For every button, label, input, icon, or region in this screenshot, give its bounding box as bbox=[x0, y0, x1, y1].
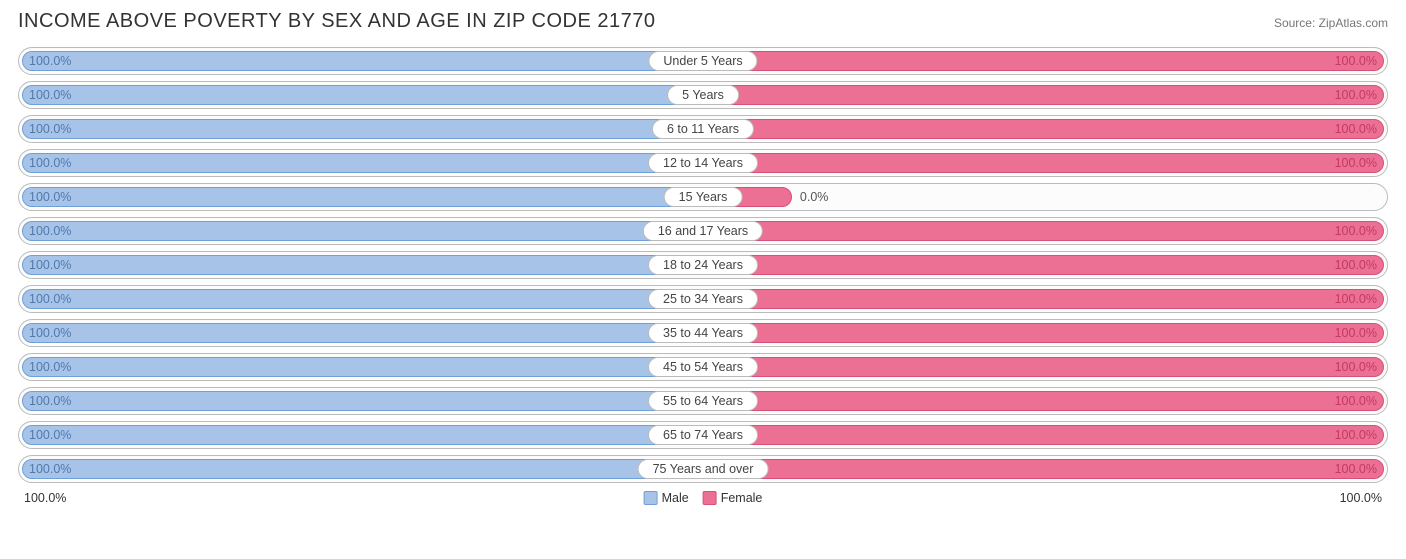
bar-row: 100.0% 100.0% 25 to 34 Years bbox=[18, 285, 1388, 313]
bar-row: 100.0% 100.0% 18 to 24 Years bbox=[18, 251, 1388, 279]
female-value: 100.0% bbox=[1335, 428, 1377, 442]
male-bar bbox=[22, 255, 703, 275]
male-value: 100.0% bbox=[29, 360, 71, 374]
bar-row: 100.0% 100.0% 35 to 44 Years bbox=[18, 319, 1388, 347]
male-value: 100.0% bbox=[29, 224, 71, 238]
female-value: 100.0% bbox=[1335, 360, 1377, 374]
male-bar bbox=[22, 221, 703, 241]
age-label: 18 to 24 Years bbox=[648, 255, 758, 275]
bar-row: 100.0% 100.0% 45 to 54 Years bbox=[18, 353, 1388, 381]
age-label: 75 Years and over bbox=[638, 459, 769, 479]
female-value: 100.0% bbox=[1335, 326, 1377, 340]
male-value: 100.0% bbox=[29, 326, 71, 340]
female-value: 100.0% bbox=[1335, 292, 1377, 306]
female-bar bbox=[703, 255, 1384, 275]
male-value: 100.0% bbox=[29, 292, 71, 306]
female-value: 100.0% bbox=[1335, 224, 1377, 238]
legend-male: Male bbox=[644, 491, 689, 505]
age-label: 16 and 17 Years bbox=[643, 221, 763, 241]
bar-row: 100.0% 100.0% Under 5 Years bbox=[18, 47, 1388, 75]
x-axis: 100.0% Male Female 100.0% bbox=[18, 489, 1388, 505]
male-swatch-icon bbox=[644, 491, 658, 505]
female-swatch-icon bbox=[703, 491, 717, 505]
male-bar bbox=[22, 357, 703, 377]
age-label: 45 to 54 Years bbox=[648, 357, 758, 377]
male-bar bbox=[22, 459, 703, 479]
age-label: 6 to 11 Years bbox=[652, 119, 754, 139]
chart-container: INCOME ABOVE POVERTY BY SEX AND AGE IN Z… bbox=[0, 0, 1406, 559]
bar-row: 100.0% 100.0% 55 to 64 Years bbox=[18, 387, 1388, 415]
female-value: 100.0% bbox=[1335, 394, 1377, 408]
male-bar bbox=[22, 391, 703, 411]
female-bar bbox=[703, 85, 1384, 105]
male-bar bbox=[22, 153, 703, 173]
female-bar bbox=[703, 391, 1384, 411]
female-bar bbox=[703, 357, 1384, 377]
female-value: 100.0% bbox=[1335, 258, 1377, 272]
age-label: 65 to 74 Years bbox=[648, 425, 758, 445]
female-value: 100.0% bbox=[1335, 156, 1377, 170]
female-bar bbox=[703, 459, 1384, 479]
age-label: 12 to 14 Years bbox=[648, 153, 758, 173]
male-bar bbox=[22, 119, 703, 139]
bar-row: 100.0% 100.0% 12 to 14 Years bbox=[18, 149, 1388, 177]
male-bar bbox=[22, 187, 703, 207]
female-bar bbox=[703, 425, 1384, 445]
male-bar bbox=[22, 425, 703, 445]
axis-left-label: 100.0% bbox=[24, 491, 66, 505]
male-value: 100.0% bbox=[29, 54, 71, 68]
age-label: 55 to 64 Years bbox=[648, 391, 758, 411]
age-label: 35 to 44 Years bbox=[648, 323, 758, 343]
male-bar bbox=[22, 85, 703, 105]
age-label: 5 Years bbox=[667, 85, 739, 105]
female-value: 100.0% bbox=[1335, 54, 1377, 68]
male-value: 100.0% bbox=[29, 428, 71, 442]
population-pyramid: 100.0% 100.0% Under 5 Years 100.0% 100.0% 5 Y… bbox=[18, 47, 1388, 483]
male-bar bbox=[22, 323, 703, 343]
female-bar bbox=[703, 119, 1384, 139]
bar-row: 100.0% 100.0% 6 to 11 Years bbox=[18, 115, 1388, 143]
age-label: Under 5 Years bbox=[648, 51, 757, 71]
male-value: 100.0% bbox=[29, 156, 71, 170]
female-bar bbox=[703, 153, 1384, 173]
bar-row: 100.0% 100.0% 65 to 74 Years bbox=[18, 421, 1388, 449]
male-value: 100.0% bbox=[29, 88, 71, 102]
bar-row: 100.0% 100.0% 75 Years and over bbox=[18, 455, 1388, 483]
male-value: 100.0% bbox=[29, 394, 71, 408]
male-value: 100.0% bbox=[29, 122, 71, 136]
legend-female-label: Female bbox=[721, 491, 763, 505]
age-label: 15 Years bbox=[664, 187, 743, 207]
female-value: 100.0% bbox=[1335, 122, 1377, 136]
age-label: 25 to 34 Years bbox=[648, 289, 758, 309]
female-bar bbox=[703, 289, 1384, 309]
legend: Male Female bbox=[644, 491, 763, 505]
male-bar bbox=[22, 51, 703, 71]
legend-female: Female bbox=[703, 491, 763, 505]
axis-right-label: 100.0% bbox=[1340, 491, 1382, 505]
male-value: 100.0% bbox=[29, 258, 71, 272]
male-value: 100.0% bbox=[29, 190, 71, 204]
male-value: 100.0% bbox=[29, 462, 71, 476]
female-value: 0.0% bbox=[800, 190, 829, 204]
female-value: 100.0% bbox=[1335, 88, 1377, 102]
female-bar bbox=[703, 51, 1384, 71]
female-bar bbox=[703, 221, 1384, 241]
bar-row: 100.0% 100.0% 16 and 17 Years bbox=[18, 217, 1388, 245]
bar-row: 100.0% 0.0% 15 Years bbox=[18, 183, 1388, 211]
bar-row: 100.0% 100.0% 5 Years bbox=[18, 81, 1388, 109]
female-value: 100.0% bbox=[1335, 462, 1377, 476]
legend-male-label: Male bbox=[662, 491, 689, 505]
chart-title: INCOME ABOVE POVERTY BY SEX AND AGE IN Z… bbox=[18, 10, 655, 33]
female-bar bbox=[703, 323, 1384, 343]
male-bar bbox=[22, 289, 703, 309]
source-label: Source: ZipAtlas.com bbox=[1274, 16, 1388, 30]
header: INCOME ABOVE POVERTY BY SEX AND AGE IN Z… bbox=[18, 10, 1388, 33]
